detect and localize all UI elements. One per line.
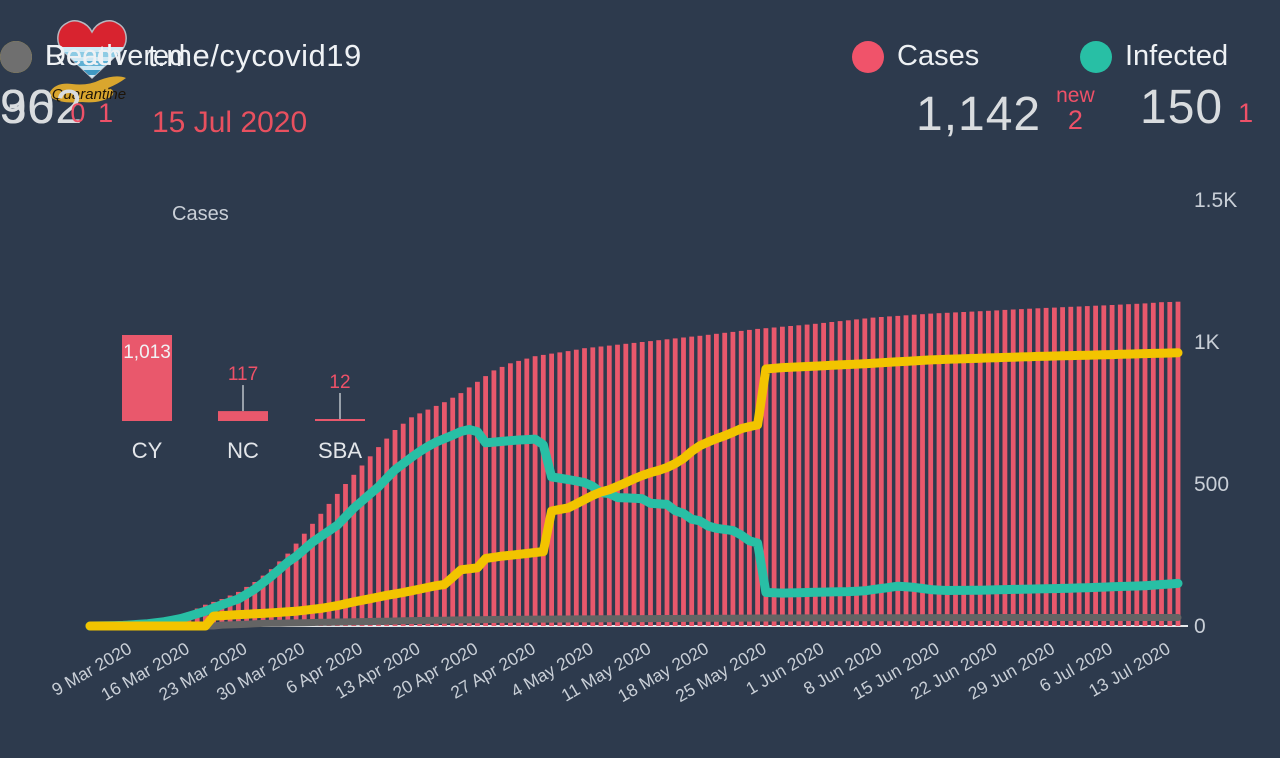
logo-script-text: Quarantine bbox=[52, 86, 126, 103]
stat-death[interactable]: Death 30 0 bbox=[0, 40, 122, 131]
stat-label: Recovered bbox=[45, 40, 186, 72]
infected-new-count: 1 bbox=[1238, 97, 1254, 128]
telegram-channel-link[interactable]: t.me/cycovid19 bbox=[148, 38, 362, 73]
report-date: 15 Jul 2020 bbox=[152, 106, 308, 139]
death-line bbox=[86, 614, 1182, 630]
quarantine-logo: Quarantine bbox=[50, 20, 127, 103]
cases-dot-icon bbox=[852, 40, 884, 73]
y-axis-labels: 0 500 1K 1.5K bbox=[1194, 189, 1237, 638]
chart-title: Cases bbox=[172, 203, 229, 225]
stat-label: Infected bbox=[1125, 40, 1229, 72]
inset-value-label: 12 bbox=[329, 372, 350, 393]
inset-value-label: 1,013 bbox=[123, 342, 171, 363]
infected-total: 150 bbox=[1140, 81, 1224, 134]
recovered-line bbox=[85, 348, 1183, 631]
inset-bar-nc bbox=[218, 411, 268, 421]
recovered-total: 962 bbox=[0, 81, 84, 134]
inset-value-label: 117 bbox=[228, 364, 258, 385]
region-inset-chart: 1,013 CY 117 NC 12 SBA bbox=[122, 335, 365, 463]
inset-bar-cy bbox=[122, 335, 172, 421]
cyprus-island-icon: Quarantine bbox=[50, 76, 126, 103]
inset-bar-sba bbox=[315, 419, 365, 421]
recovered-new-count: 1 bbox=[98, 97, 114, 128]
infected-dot-icon bbox=[1080, 40, 1112, 73]
cases-new-count: 2 bbox=[1067, 105, 1083, 135]
death-new-count: 0 bbox=[70, 97, 86, 128]
y-tick-label: 1K bbox=[1194, 331, 1220, 354]
stat-cases[interactable]: Cases 1,142 new 2 bbox=[852, 40, 1095, 138]
inset-category-label: NC bbox=[227, 438, 259, 463]
cases-total: 1,142 bbox=[916, 88, 1042, 142]
death-dot-icon bbox=[0, 40, 32, 73]
y-tick-label: 1.5K bbox=[1194, 189, 1237, 212]
inset-category-label: SBA bbox=[318, 438, 362, 463]
infected-line bbox=[85, 425, 1183, 631]
stat-recovered[interactable]: Recovered 962 1 bbox=[0, 40, 185, 131]
stat-label: Cases bbox=[897, 40, 980, 72]
stat-infected[interactable]: Infected 150 1 bbox=[1080, 40, 1253, 131]
inset-category-label: CY bbox=[132, 438, 163, 463]
stat-label: Death bbox=[45, 40, 123, 72]
new-label: new bbox=[1056, 84, 1095, 107]
y-tick-label: 0 bbox=[1194, 615, 1206, 638]
death-total: 30 bbox=[0, 81, 56, 134]
y-tick-label: 500 bbox=[1194, 473, 1229, 496]
